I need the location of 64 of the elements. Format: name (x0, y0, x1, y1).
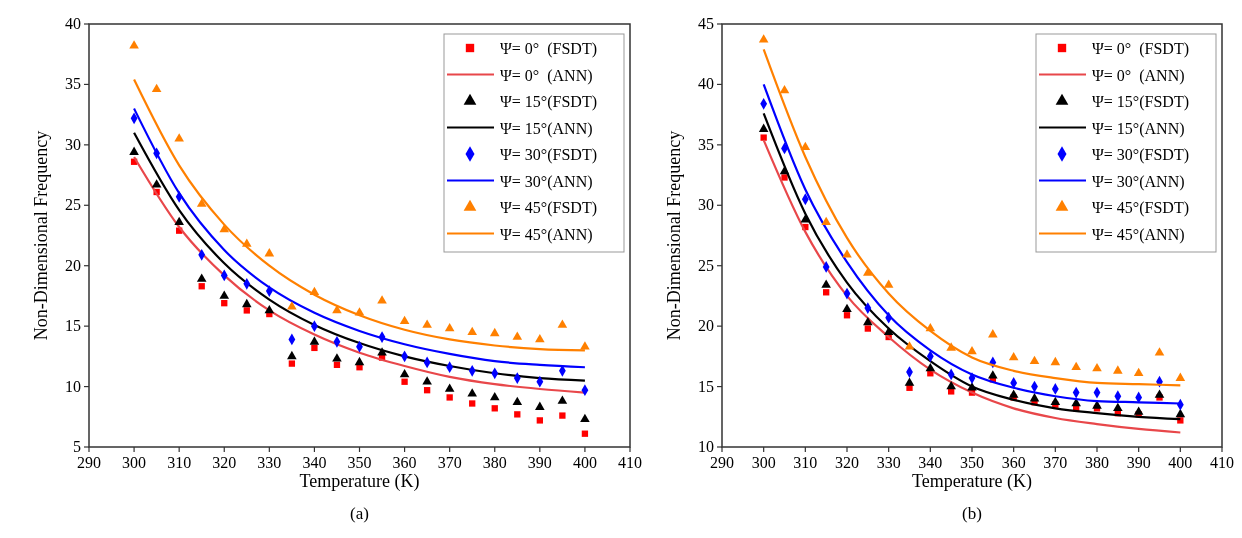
y-tick-label: 40 (698, 75, 714, 93)
x-axis-title: Temperature (K) (299, 471, 420, 492)
x-tick-label: 300 (122, 454, 147, 471)
y-tick-label: 25 (65, 196, 81, 214)
x-tick-label: 350 (347, 454, 372, 471)
x-tick-label: 330 (257, 454, 282, 471)
y-tick-label: 15 (698, 377, 714, 395)
legend-label: Ψ= 30°(FSDT) (500, 146, 598, 164)
text: (a) (350, 504, 369, 523)
legend-label: Ψ= 30°(FSDT) (1092, 146, 1190, 164)
y-tick-label: 15 (65, 317, 81, 335)
x-tick-label: 360 (1001, 454, 1026, 471)
y-tick-label: 10 (65, 377, 81, 395)
text: (b) (962, 504, 982, 523)
x-tick-label: 310 (793, 454, 818, 471)
y-tick-label: 35 (698, 135, 714, 153)
legend-label: Ψ= 45°(FSDT) (1092, 199, 1190, 217)
x-tick-label: 320 (835, 454, 859, 471)
legend-label: Ψ= 15°(FSDT) (1092, 93, 1190, 111)
legend-label: Ψ= 15°(ANN) (1092, 119, 1185, 138)
y-tick-label: 35 (65, 75, 81, 93)
legend-label: Ψ= 15°(ANN) (500, 119, 593, 138)
y-axis-title: Non-Dimensional Frequency (31, 130, 51, 341)
legend-label: Ψ= 0° (FSDT) (500, 40, 598, 58)
y-tick-label: 30 (65, 135, 81, 153)
y-tick-label: 30 (698, 196, 714, 214)
y-tick-label: 10 (698, 438, 714, 455)
x-tick-label: 330 (876, 454, 901, 471)
y-tick-label: 5 (73, 438, 81, 455)
x-tick-label: 320 (212, 454, 237, 471)
x-tick-label: 390 (1126, 454, 1151, 471)
legend-label: Ψ= 45°(ANN) (500, 225, 593, 244)
x-tick-label: 380 (1085, 454, 1109, 471)
x-tick-label: 310 (167, 454, 192, 471)
x-tick-label: 390 (527, 454, 552, 471)
x-tick-label: 340 (302, 454, 327, 471)
x-tick-label: 400 (572, 454, 597, 471)
x-tick-label: 360 (392, 454, 417, 471)
legend-label: Ψ= 45°(FSDT) (500, 199, 598, 217)
legend-label: Ψ= 45°(ANN) (1092, 225, 1185, 244)
legend-label: Ψ= 0° (ANN) (1092, 66, 1185, 85)
x-tick-label: 290 (710, 454, 734, 471)
y-tick-label: 25 (698, 256, 714, 274)
x-tick-label: 400 (1168, 454, 1193, 471)
x-tick-label: 370 (437, 454, 462, 471)
y-tick-label: 40 (65, 15, 81, 32)
x-tick-label: 340 (918, 454, 943, 471)
x-tick-label: 290 (77, 454, 101, 471)
y-tick-label: 20 (65, 256, 81, 274)
legend-label: Ψ= 0° (FSDT) (1092, 40, 1190, 58)
x-tick-label: 370 (1043, 454, 1068, 471)
legend-label: Ψ= 0° (ANN) (500, 66, 593, 85)
y-tick-label: 45 (698, 15, 714, 32)
x-tick-label: 300 (751, 454, 776, 471)
x-tick-label: 410 (618, 454, 642, 471)
y-tick-label: 20 (698, 317, 714, 335)
legend-label: Ψ= 15°(FSDT) (500, 93, 598, 111)
legend-label: Ψ= 30°(ANN) (500, 172, 593, 191)
legend-label: Ψ= 30°(ANN) (1092, 172, 1185, 191)
y-axis-title: Non-Dimensional Frequency (664, 130, 684, 341)
x-tick-label: 380 (482, 454, 507, 471)
x-tick-label: 410 (1210, 454, 1234, 471)
x-tick-label: 350 (960, 454, 984, 471)
x-axis-title: Temperature (K) (911, 471, 1033, 492)
